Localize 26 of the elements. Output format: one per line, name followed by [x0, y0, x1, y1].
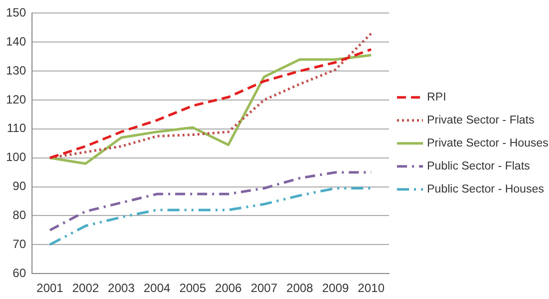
y-tick-label: 80 [12, 208, 26, 222]
x-tick-label: 2001 [36, 281, 64, 296]
y-tick-label: 140 [6, 34, 26, 48]
legend-label: RPI [427, 92, 446, 104]
y-tick-label: 130 [6, 63, 26, 78]
x-tick-label: 2006 [215, 281, 242, 296]
y-tick-label: 110 [6, 121, 26, 136]
x-tick-label: 2007 [250, 281, 278, 296]
legend-label: Public Sector - Flats [427, 160, 530, 173]
x-tick-label: 2005 [179, 281, 206, 296]
y-tick-label: 60 [12, 266, 26, 280]
x-tick-label: 2004 [144, 281, 171, 296]
y-tick-label: 150 [6, 6, 26, 20]
x-tick-label: 2003 [108, 281, 135, 296]
x-tick-label: 2009 [322, 281, 350, 296]
y-tick-label: 100 [6, 150, 26, 164]
x-tick-label: 2010 [358, 281, 385, 296]
legend-label: Public Sector - Houses [427, 184, 544, 196]
x-tick-label: 2008 [286, 281, 314, 296]
legend-label: Private Sector - Houses [427, 138, 549, 150]
x-tick-label: 2002 [72, 281, 100, 296]
y-tick-label: 90 [12, 179, 26, 194]
line-series [48, 186, 372, 246]
y-tick-label: 120 [6, 92, 26, 106]
y-tick-label: 70 [12, 236, 26, 251]
legend-label: Private Sector - Flats [427, 114, 535, 127]
